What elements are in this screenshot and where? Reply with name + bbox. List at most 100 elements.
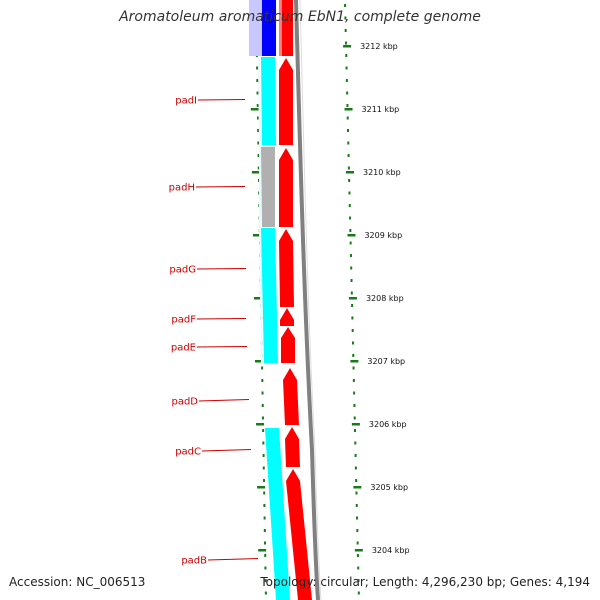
- orf-segment-padG-F-E: [261, 228, 278, 363]
- minor-tick: [354, 466, 357, 470]
- forward-strand-track: [279, 0, 312, 600]
- minor-tick: [354, 454, 357, 457]
- minor-tick: [352, 366, 355, 370]
- orf-segment-padH: [261, 147, 275, 227]
- minor-tick: [355, 504, 358, 507]
- minor-tick: [347, 141, 350, 145]
- minor-tick: [261, 416, 264, 420]
- kbp-label: 3209 kbp: [364, 231, 402, 240]
- major-tick: [350, 360, 359, 363]
- minor-tick: [355, 479, 358, 482]
- minor-tick: [357, 579, 360, 582]
- minor-tick: [256, 91, 259, 95]
- minor-tick: [257, 129, 260, 132]
- minor-tick: [348, 191, 351, 195]
- gene-leader-line: [207, 558, 259, 561]
- minor-tick: [262, 429, 265, 432]
- minor-tick: [257, 141, 260, 145]
- minor-tick: [344, 29, 347, 32]
- major-tick: [348, 297, 357, 300]
- minor-tick: [263, 504, 266, 507]
- minor-tick: [261, 366, 264, 370]
- minor-tick: [356, 554, 359, 557]
- minor-tick: [262, 454, 265, 457]
- reverse-track-edge: [258, 56, 263, 364]
- gene-label-padG: padG: [169, 265, 196, 276]
- major-tick: [258, 549, 267, 552]
- minor-tick: [351, 341, 354, 345]
- orf-segment-lightblue: [249, 0, 262, 56]
- gene-label-padF: padF: [171, 315, 196, 326]
- gene-leader-line: [197, 99, 246, 101]
- minor-tick: [353, 416, 356, 420]
- kbp-labels: 3212 kbp 3211 kbp 3210 kbp 3209 kbp 3208 kbp…: [360, 42, 409, 555]
- minor-tick: [356, 541, 359, 545]
- kbp-label: 3204 kbp: [372, 546, 410, 555]
- minor-tick: [349, 216, 352, 220]
- minor-tick: [351, 316, 354, 320]
- gene-arrow-top: [279, 0, 293, 56]
- major-tick: [343, 45, 352, 48]
- minor-tick: [264, 579, 267, 582]
- gene-leader-line: [196, 318, 247, 320]
- gene-label-padC: padC: [175, 447, 201, 458]
- minor-tick: [353, 391, 356, 395]
- minor-tick: [262, 479, 265, 482]
- gene-arrow-padE: [281, 327, 295, 363]
- gene-arrow-padF: [280, 308, 294, 326]
- minor-tick: [263, 516, 266, 520]
- gene-leader-line: [201, 449, 252, 452]
- minor-tick: [261, 404, 264, 407]
- minor-tick: [261, 391, 264, 395]
- gene-label-padI: padI: [175, 96, 197, 107]
- minor-tick: [350, 279, 353, 282]
- gene-label-padD: padD: [171, 397, 198, 408]
- major-tick: [253, 297, 262, 300]
- minor-tick: [264, 554, 267, 557]
- major-tick: [251, 171, 260, 174]
- minor-tick: [344, 41, 347, 45]
- major-tick: [347, 234, 356, 237]
- minor-tick: [262, 441, 265, 445]
- minor-tick: [264, 566, 267, 570]
- kbp-label: 3211 kbp: [362, 105, 400, 114]
- minor-tick: [355, 491, 358, 495]
- major-tick: [250, 108, 259, 111]
- major-tick: [353, 486, 362, 489]
- minor-tick: [347, 166, 350, 170]
- gene-arrow-padI: [279, 58, 293, 145]
- kbp-label: 3206 kbp: [369, 420, 407, 429]
- minor-tick: [352, 354, 355, 357]
- minor-tick: [351, 329, 354, 332]
- kbp-label: 3207 kbp: [367, 357, 405, 366]
- major-tick: [354, 549, 363, 552]
- minor-tick: [262, 466, 265, 470]
- minor-tick: [256, 104, 259, 107]
- minor-tick: [257, 154, 260, 157]
- accession-label: Accession: NC_006513: [9, 575, 146, 589]
- major-tick: [351, 423, 360, 426]
- gene-arrow-padB: [286, 469, 312, 600]
- gene-labels: padI padH padG padF padE padD padC padB: [169, 96, 259, 567]
- orf-segment-padI: [261, 57, 276, 145]
- minor-tick: [256, 116, 259, 120]
- gene-label-padH: padH: [169, 183, 195, 194]
- minor-tick: [347, 129, 350, 132]
- major-tick: [344, 108, 353, 111]
- kbp-label: 3212 kbp: [360, 42, 398, 51]
- minor-tick: [344, 16, 347, 20]
- major-tick: [256, 423, 265, 426]
- gene-leader-line: [198, 399, 250, 402]
- kbp-label: 3208 kbp: [366, 294, 404, 303]
- topology-label: Topology: circular; Length: 4,296,230 bp…: [260, 575, 590, 589]
- minor-tick: [349, 241, 352, 245]
- major-tick: [346, 171, 355, 174]
- minor-tick: [263, 491, 266, 495]
- minor-tick: [357, 566, 360, 570]
- major-tick: [255, 360, 264, 363]
- minor-tick: [351, 304, 354, 307]
- gene-leader-line: [196, 346, 248, 348]
- gene-label-padB: padB: [181, 556, 207, 567]
- gene-leader-line: [196, 268, 247, 270]
- minor-tick: [256, 79, 259, 82]
